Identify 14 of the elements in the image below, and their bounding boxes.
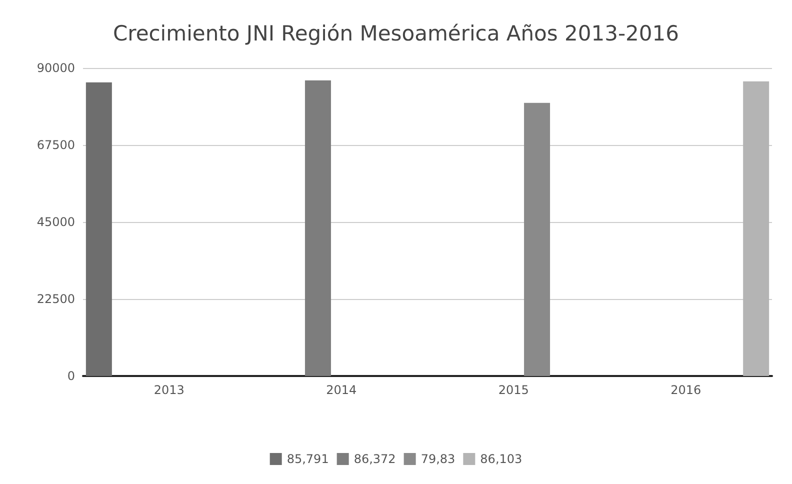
x-tick-label: 2016 <box>670 383 702 397</box>
x-tick-label: 2014 <box>326 383 357 397</box>
chart-title: Crecimiento JNI Región Mesoamérica Años 2013-2016 <box>113 22 679 46</box>
y-tick-label: 45000 <box>36 215 75 229</box>
y-tick-label: 22500 <box>36 292 75 306</box>
legend-label: 79,83 <box>420 452 456 466</box>
x-tick-label: 2015 <box>498 383 529 397</box>
legend-label: 85,791 <box>286 452 329 466</box>
legend-label: 86,372 <box>354 452 396 466</box>
x-tick-label: 2013 <box>154 383 184 397</box>
legend-label: 86,103 <box>480 452 522 466</box>
y-tick-label: 90000 <box>36 61 75 75</box>
y-tick-label: 0 <box>67 369 75 383</box>
y-tick-label: 67500 <box>36 138 75 152</box>
